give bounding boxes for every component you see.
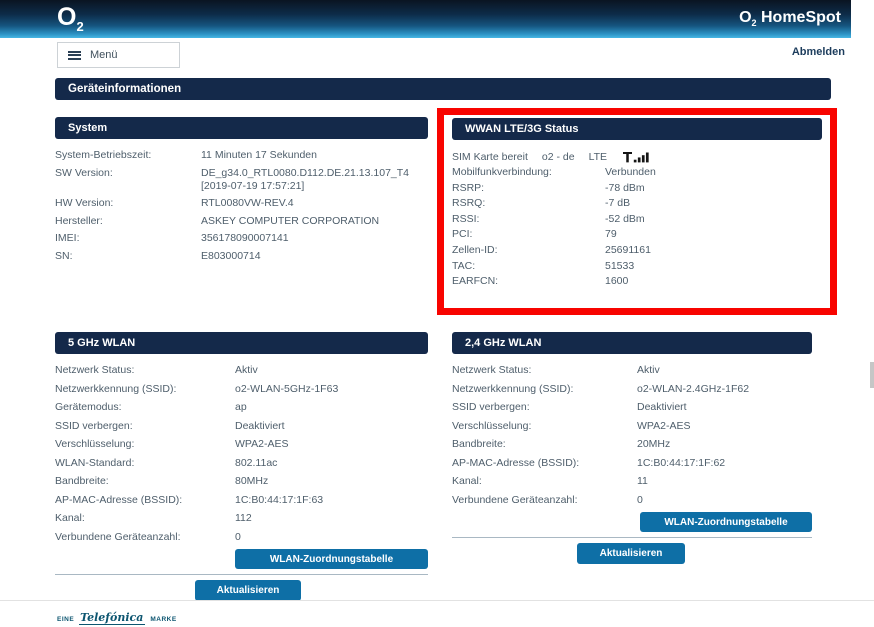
wlan5-row-hide-ssid: SSID verbergen: Deaktiviert — [55, 419, 285, 432]
system-row-imei: IMEI: 356178090007141 — [55, 232, 289, 244]
system-row-uptime: System-Betriebszeit: 11 Minuten 17 Sekund… — [55, 149, 317, 161]
wlan-24ghz-panel: 2,4 GHz WLAN Netzwerk Status: Aktiv Netzw… — [452, 332, 812, 564]
wwan-panel-header: WWAN LTE/3G Status — [452, 118, 822, 140]
wlan5-row-encryption: Verschlüsselung: WPA2-AES — [55, 438, 289, 450]
system-panel-header: System — [55, 117, 428, 139]
wlan24-row-channel: Kanal: 11 — [452, 475, 648, 487]
wlan24-row-bandwidth: Bandbreite: 20MHz — [452, 438, 671, 450]
hamburger-icon — [68, 50, 81, 60]
app-header: O2 O2 HomeSpot — [0, 0, 851, 38]
wlan5-mapping-table-button[interactable]: WLAN-Zuordnungstabelle — [235, 549, 428, 569]
scrollbar-thumb[interactable] — [870, 362, 874, 388]
wwan-row-cell-id: Zellen-ID: 25691161 — [452, 243, 651, 256]
wlan5-row-channel: Kanal: 112 — [55, 512, 252, 524]
menu-button[interactable]: Menü — [57, 42, 180, 68]
wlan24-row-status: Netzwerk Status: Aktiv — [452, 364, 660, 376]
wlan24-refresh-button[interactable]: Aktualisieren — [577, 543, 685, 564]
wwan-row-pci: PCI: 79 — [452, 228, 617, 241]
wwan-row-rsrp: RSRP: -78 dBm — [452, 181, 645, 194]
wwan-panel: WWAN LTE/3G Status SIM Karte bereit o2 -… — [452, 118, 822, 290]
system-row-sn: SN: E803000714 — [55, 249, 261, 262]
wlan5-row-ssid: Netzwerkkennung (SSID): o2-WLAN-5GHz-1F63 — [55, 382, 339, 395]
wlan5-row-status: Netzwerk Status: Aktiv — [55, 364, 258, 376]
wlan-24ghz-panel-header: 2,4 GHz WLAN — [452, 332, 812, 354]
wlan5-refresh-button[interactable]: Aktualisieren — [195, 580, 301, 601]
wlan24-row-encryption: Verschlüsselung: WPA2-AES — [452, 419, 691, 432]
wlan5-divider — [55, 574, 428, 575]
wlan24-row-clients: Verbundene Geräteanzahl: 0 — [452, 493, 643, 506]
wlan5-row-clients: Verbundene Geräteanzahl: 0 — [55, 530, 241, 543]
wwan-row-rssi: RSSI: -52 dBm — [452, 212, 645, 225]
wlan5-row-bssid: AP-MAC-Adresse (BSSID): 1C:B0:44:17:1F:63 — [55, 493, 324, 506]
system-panel: System System-Betriebszeit: 11 Minuten 17… — [55, 117, 428, 267]
sim-status-row: SIM Karte bereit o2 - de LTE — [452, 149, 822, 165]
wlan5-row-mode: Gerätemodus: ap — [55, 401, 247, 413]
o2-logo: O2 — [57, 3, 84, 34]
footer-brand-prefix: EINE — [57, 616, 75, 623]
operator-name: o2 - de — [541, 151, 575, 163]
wlan24-row-bssid: AP-MAC-Adresse (BSSID): 1C:B0:44:17:1F:62 — [452, 456, 726, 469]
system-row-manufacturer: Hersteller: ASKEY COMPUTER CORPORATION — [55, 214, 380, 227]
system-row-sw-version: SW Version: DE_g34.0_RTL0080.D112.DE.21.1… — [55, 166, 410, 192]
system-row-hw-version: HW Version: RTL0080VW-REV.4 — [55, 197, 294, 209]
signal-strength-icon — [623, 151, 650, 163]
wlan5-row-bandwidth: Bandbreite: 80MHz — [55, 475, 269, 487]
wwan-row-earfcn: EARFCN: 1600 — [452, 275, 629, 288]
homespot-brand-title: O2 HomeSpot — [739, 9, 841, 29]
logout-link[interactable]: Abmelden — [791, 46, 845, 58]
telefonica-logo: Telefónica — [79, 611, 146, 625]
footer-separator — [0, 600, 874, 601]
wwan-row-tac: TAC: 51533 — [452, 259, 635, 272]
wlan24-row-ssid: Netzwerkkennung (SSID): o2-WLAN-2.4GHz-1F… — [452, 382, 750, 395]
footer-brand-suffix: MARKE — [150, 616, 177, 623]
network-type: LTE — [588, 151, 608, 163]
menu-button-label: Menü — [90, 49, 118, 61]
wwan-row-rsrq: RSRQ: -7 dB — [452, 197, 631, 210]
wlan5-row-standard: WLAN-Standard: 802.11ac — [55, 456, 278, 469]
sim-status-text: SIM Karte bereit — [452, 151, 528, 163]
wlan-5ghz-panel: 5 GHz WLAN Netzwerk Status: Aktiv Netzwer… — [55, 332, 428, 601]
wlan24-divider — [452, 537, 812, 538]
wlan24-row-hide-ssid: SSID verbergen: Deaktiviert — [452, 401, 687, 413]
wwan-row-connection: Mobilfunkverbindung: Verbunden — [452, 166, 656, 178]
wlan-5ghz-panel-header: 5 GHz WLAN — [55, 332, 428, 354]
page-title: Geräteinformationen — [55, 78, 831, 100]
wlan24-mapping-table-button[interactable]: WLAN-Zuordnungstabelle — [640, 512, 812, 532]
telefonica-brand-mark: EINE Telefónica MARKE — [57, 611, 177, 625]
